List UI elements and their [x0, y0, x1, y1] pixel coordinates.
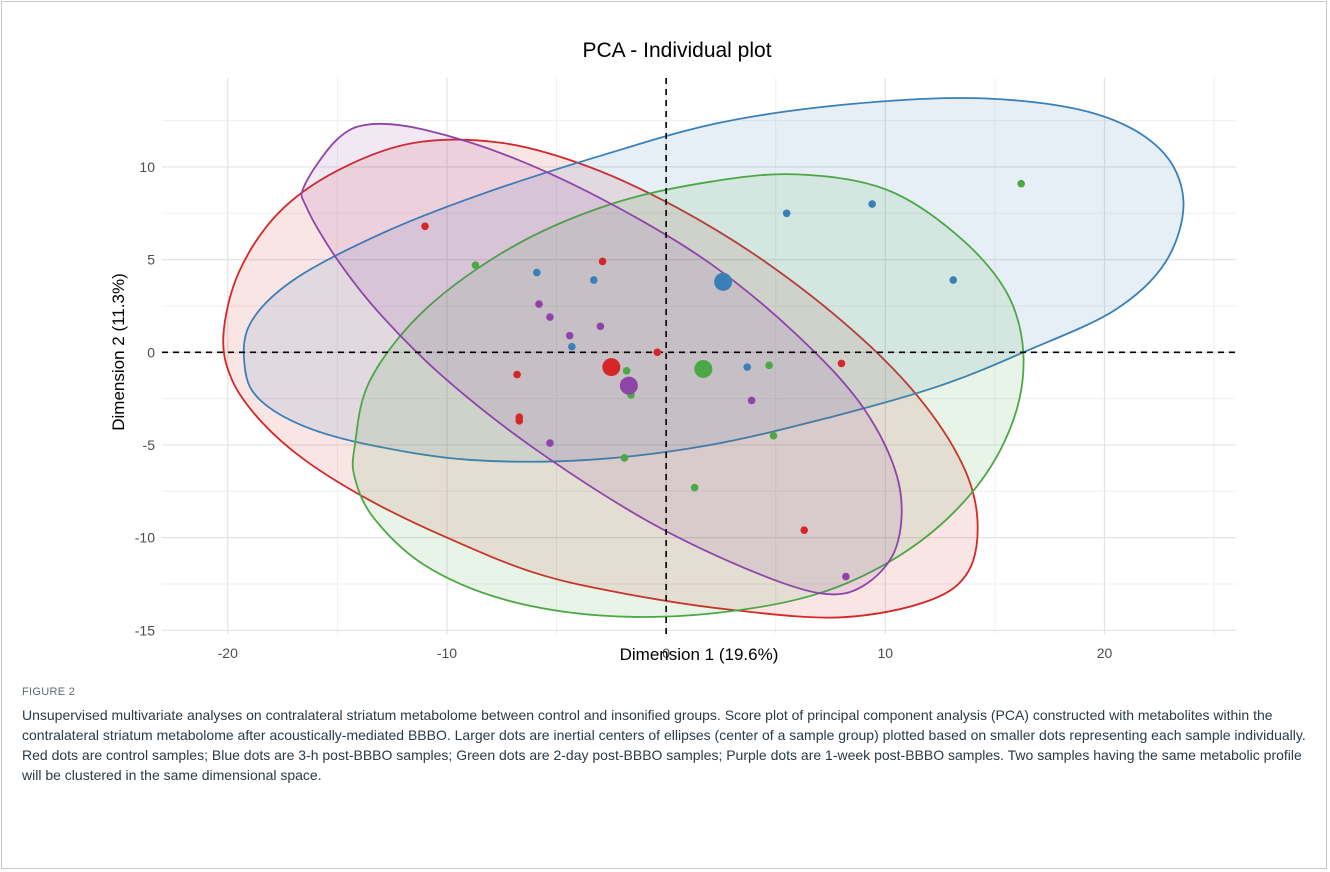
red-group-centroid [602, 358, 621, 377]
x-tick-label: -10 [437, 645, 457, 661]
y-tick-label: -15 [135, 622, 155, 638]
purple-sample-point [596, 322, 605, 331]
red-sample-point [598, 257, 607, 266]
figure-label: FIGURE 2 [22, 686, 76, 698]
y-axis-title: Dimension 2 (11.3%) [109, 273, 128, 430]
green-sample-point [471, 261, 480, 269]
y-tick-label: 5 [147, 252, 155, 268]
blue-group-ellipse [242, 97, 1185, 463]
reference-lines [162, 78, 1236, 634]
blue-sample-point [568, 342, 576, 351]
x-tick-label: 20 [1097, 645, 1113, 661]
red-sample-point [421, 222, 429, 231]
purple-sample-point [565, 331, 574, 340]
green-sample-point [622, 367, 631, 375]
x-tick-labels: -20 -10 0 10 20 [218, 645, 1113, 661]
major-gridlines [162, 78, 1236, 634]
x-tick-label: 0 [662, 645, 670, 661]
chart-title: PCA - Individual plot [582, 39, 771, 62]
purple-sample-point [747, 396, 756, 405]
x-tick-label: 10 [878, 645, 894, 661]
purple-sample-point [546, 313, 554, 321]
sample-points [421, 179, 1025, 581]
x-axis-title: Dimension 1 (19.6%) [620, 645, 779, 664]
minor-gridlines [162, 78, 1236, 634]
green-sample-point [1017, 179, 1025, 188]
pca-scatter-chart: -20 -10 0 10 20 -15 -10 -5 0 5 10 PCA - Individua… [109, 39, 1236, 664]
blue-sample-point [949, 276, 958, 284]
green-sample-point [690, 483, 699, 492]
red-group-ellipse [222, 138, 979, 619]
blue-group-centroid [714, 272, 733, 291]
group-centroids [602, 272, 733, 395]
blue-sample-point [868, 200, 876, 208]
y-tick-label: 0 [147, 344, 155, 360]
y-tick-labels: -15 -10 -5 0 5 10 [135, 159, 155, 638]
purple-group-ellipse [300, 122, 903, 596]
purple-sample-point [535, 300, 543, 308]
red-sample-point [515, 417, 524, 425]
red-sample-point [513, 370, 521, 379]
figure-caption: Unsupervised multivariate analyses on co… [22, 707, 1306, 783]
blue-sample-point [533, 268, 541, 277]
y-tick-label: -5 [143, 437, 156, 453]
y-tick-label: 10 [139, 159, 155, 175]
red-sample-point [800, 526, 809, 535]
blue-sample-point [743, 363, 752, 371]
green-sample-point [765, 361, 773, 370]
purple-sample-point [546, 439, 554, 447]
red-sample-point [837, 359, 846, 368]
green-sample-point [620, 454, 629, 462]
red-sample-point [653, 348, 662, 357]
y-tick-label: -10 [135, 530, 155, 546]
green-group-centroid [694, 359, 713, 378]
x-tick-label: -20 [218, 645, 238, 661]
purple-sample-point [842, 572, 850, 581]
green-group-ellipse [351, 173, 1025, 618]
purple-group-centroid [619, 376, 638, 395]
confidence-ellipses [222, 97, 1185, 619]
blue-sample-point [589, 276, 598, 284]
green-sample-point [769, 431, 778, 440]
blue-sample-point [782, 209, 791, 218]
